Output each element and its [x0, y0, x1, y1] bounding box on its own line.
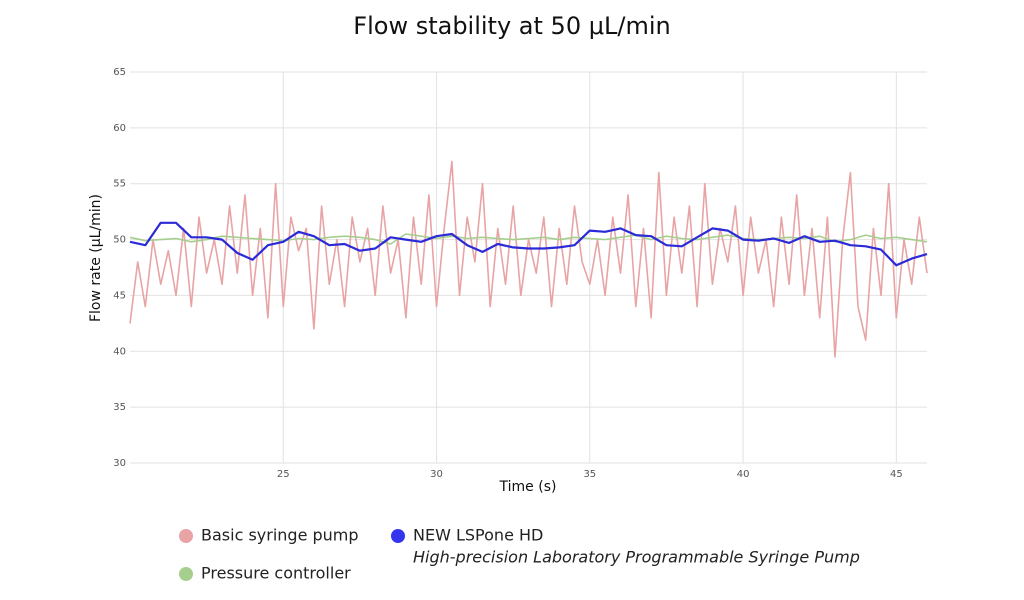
y-tick-label: 40	[113, 346, 126, 357]
y-tick-label: 45	[113, 290, 126, 301]
y-tick-label: 30	[113, 458, 126, 469]
legend-marker	[391, 529, 405, 543]
x-tick-label: 25	[277, 469, 290, 480]
series-line	[129, 221, 928, 267]
legend-marker	[179, 529, 193, 543]
y-tick-label: 50	[113, 235, 126, 246]
x-tick-label: 30	[430, 469, 443, 480]
y-tick-label: 35	[113, 402, 126, 413]
series-line	[129, 233, 928, 245]
legend-label: NEW LSPone HD	[413, 526, 543, 545]
legend-marker	[179, 567, 193, 581]
legend-description: High-precision Laboratory Programmable S…	[413, 548, 860, 567]
y-tick-label: 60	[113, 123, 126, 134]
x-tick-label: 40	[737, 469, 750, 480]
y-tick-label: 65	[113, 67, 126, 78]
x-tick-label: 35	[583, 469, 596, 480]
legend-label: Pressure controller	[201, 564, 351, 583]
x-tick-label: 45	[890, 469, 903, 480]
legend-label: Basic syringe pump	[201, 526, 359, 545]
y-tick-label: 55	[113, 179, 126, 190]
y-axis-label: Flow rate (μL/min)	[88, 194, 104, 322]
x-axis-label: Time (s)	[499, 479, 557, 495]
series-line	[129, 160, 928, 358]
chart-title: Flow stability at 50 μL/min	[353, 12, 670, 40]
